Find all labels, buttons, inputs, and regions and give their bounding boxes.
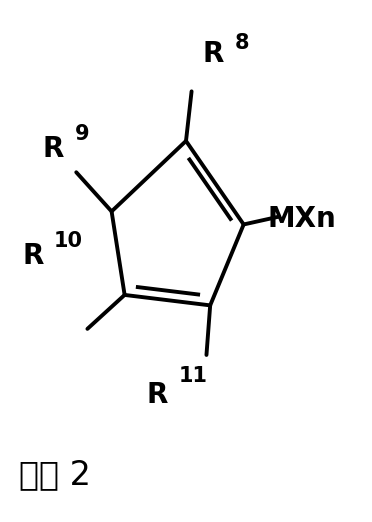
Text: R: R xyxy=(43,135,64,163)
Text: 11: 11 xyxy=(179,366,208,386)
Text: MXn: MXn xyxy=(268,205,337,233)
Text: 10: 10 xyxy=(54,231,83,251)
Text: 通式 2: 通式 2 xyxy=(19,458,91,491)
Text: R: R xyxy=(22,242,44,270)
Text: R: R xyxy=(147,381,168,409)
Text: 8: 8 xyxy=(234,33,249,53)
Text: 9: 9 xyxy=(74,124,89,144)
Text: R: R xyxy=(203,40,224,68)
